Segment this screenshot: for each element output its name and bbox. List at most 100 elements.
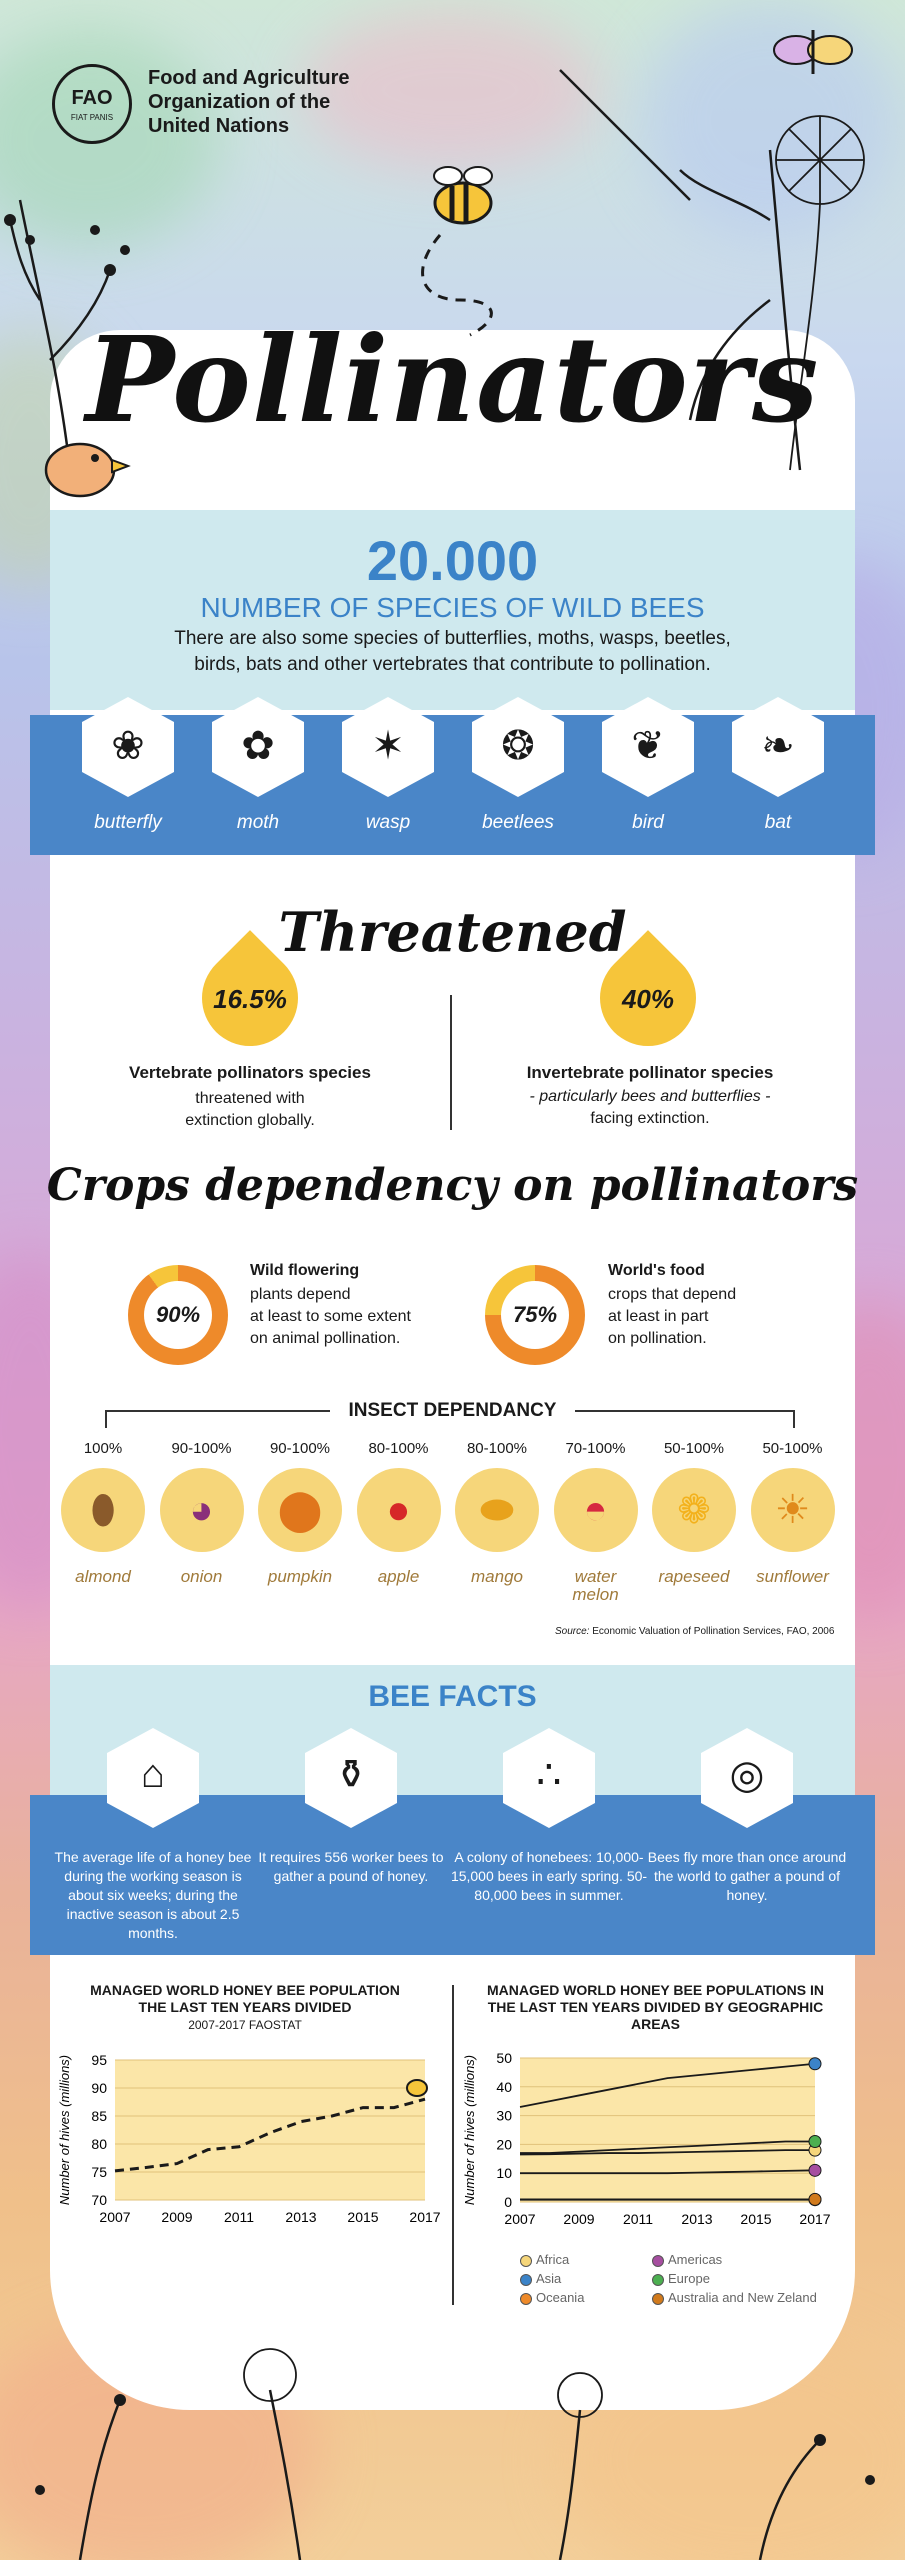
y-tick-label: 80 — [91, 2136, 107, 2152]
crop-dependency-pct: 70-100% — [565, 1440, 626, 1457]
x-tick-label: 2017 — [409, 2209, 440, 2225]
threatened-left-text: threatened with extinction globally. — [185, 1090, 315, 1129]
plot-area — [520, 2058, 815, 2202]
page-title: Pollinators — [85, 310, 820, 449]
crop-dependency-pct: 90-100% — [171, 1440, 232, 1457]
animal-label: bird — [632, 812, 664, 833]
mango-icon: ⬬ — [479, 1488, 515, 1532]
threatened-right-title: Invertebrate pollinator species — [526, 1063, 774, 1082]
source-note: Source: Economic Valuation of Pollinatio… — [555, 1626, 834, 1637]
crops-heading: Crops dependency on pollinators — [46, 1160, 859, 1211]
crop-circle: ⬬ — [455, 1468, 539, 1552]
source-text: Economic Valuation of Pollination Servic… — [592, 1626, 835, 1637]
crop-dependency-pct: 90-100% — [269, 1440, 331, 1457]
plot-area — [115, 2060, 425, 2200]
crop-name: sunflower — [756, 1567, 829, 1586]
threatened-divider — [450, 995, 452, 1130]
animal-hex: ✿ — [212, 697, 304, 797]
crop-circle: ◓ — [553, 1468, 638, 1552]
animal-hex: ❀ — [82, 697, 174, 797]
crop-dependency-pct: 100% — [83, 1440, 123, 1457]
x-tick-label: 2009 — [563, 2211, 594, 2227]
animal-label: bat — [764, 812, 792, 833]
watermelon-icon: ◓ — [583, 1488, 608, 1532]
rapeseed-icon: ❁ — [677, 1488, 711, 1532]
crop-name: pumpkin — [267, 1567, 333, 1586]
animal-hex: ❧ — [732, 697, 824, 797]
fact-text: Bees fly more than once around the world… — [647, 1849, 847, 1903]
crops-right-ring: 75% — [485, 1265, 585, 1365]
bee-illustration — [421, 166, 493, 337]
crop-circle: ◕ — [159, 1468, 244, 1552]
y-tick-label: 20 — [496, 2136, 512, 2152]
legend-label: Oceania — [536, 2290, 585, 2305]
fact-text: It requires 556 worker bees to gather a … — [258, 1849, 444, 1884]
pumpkin-icon: ⬤ — [277, 1488, 323, 1532]
bat-icon: ❧ — [761, 724, 795, 768]
dandelion-illustration — [775, 115, 865, 471]
series-line — [519, 2062, 816, 2108]
bee-facts-heading: BEE FACTS — [368, 1680, 537, 1713]
fact-text: The average life of a honey bee during t… — [54, 1849, 252, 1941]
crops-left-ring: 90% — [128, 1265, 228, 1365]
chart2-title: MANAGED WORLD HONEY BEE POPULATIONS IN T… — [486, 1982, 825, 2032]
crop-circle: ● — [356, 1468, 441, 1552]
legend-swatch — [520, 2274, 532, 2286]
globe-icon: ◎ — [729, 1753, 765, 1797]
animal-label: butterfly — [94, 812, 162, 833]
y-tick-label: 30 — [496, 2108, 512, 2124]
y-tick-label: 85 — [91, 2108, 107, 2124]
butterfly-icon: ❀ — [111, 724, 145, 768]
crop-dependency-pct: 50-100% — [762, 1440, 823, 1457]
threatened-left-title: Vertebrate pollinators species — [129, 1063, 371, 1082]
legend-swatch — [520, 2255, 532, 2267]
cake-icon: ⌂ — [140, 1752, 166, 1796]
wild-bees-number: 20.000 — [366, 529, 539, 592]
fao-logo-motto: FIAT PANIS — [70, 113, 114, 122]
charts-divider — [452, 1985, 454, 2305]
y-tick-label: 70 — [91, 2192, 107, 2208]
series-line — [519, 2149, 815, 2156]
y-tick-label: 0 — [504, 2194, 512, 2210]
x-tick-label: 2017 — [799, 2211, 830, 2227]
crop-dependency-pct: 80-100% — [466, 1440, 528, 1457]
x-tick-label: 2011 — [623, 2211, 653, 2227]
x-tick-label: 2007 — [99, 2209, 130, 2225]
threatened-right-text: facing extinction. — [590, 1110, 710, 1127]
x-tick-label: 2015 — [347, 2209, 378, 2225]
legend-label: Asia — [536, 2271, 562, 2286]
fao-logo-letters: FAO — [71, 87, 113, 109]
source-label: Source: — [555, 1626, 590, 1637]
x-tick-label: 2009 — [161, 2209, 192, 2225]
crops-right-text: crops that depend at least in part on po… — [608, 1286, 737, 1347]
crop-name: almond — [75, 1567, 131, 1586]
chart1-title: MANAGED WORLD HONEY BEE POPULATION THE L… — [90, 1982, 400, 2015]
series-line — [520, 2169, 816, 2175]
moth-icon: ✿ — [241, 724, 275, 768]
legend-swatch — [520, 2293, 532, 2305]
chart1: 70 75 80 85 90 95 2007 2009 2011 2013 2015 2017 Numb… — [57, 2052, 440, 2225]
threatened-right-pct: 40% — [621, 984, 675, 1014]
crops-left-pct: 90% — [144, 1281, 212, 1349]
crops-right-pct: 75% — [501, 1281, 569, 1349]
x-tick-label: 2015 — [740, 2211, 771, 2227]
crops-left-title: Wild flowering — [250, 1262, 360, 1279]
crops-right-title: World's food — [608, 1262, 705, 1279]
crop-dependency-pct: 50-100% — [663, 1440, 725, 1457]
crop-circle: ⬮ — [61, 1468, 145, 1552]
crop-name: water melon — [572, 1567, 619, 1604]
series-end-marker — [808, 2192, 822, 2206]
crop-circle: ⬤ — [258, 1468, 342, 1552]
crop-name: rapeseed — [658, 1567, 730, 1586]
apple-icon: ● — [386, 1488, 411, 1532]
y-tick-label: 40 — [496, 2079, 512, 2095]
threatened-left-pct: 16.5% — [213, 984, 287, 1014]
threatened-right-italic: - particularly bees and butterflies - — [529, 1088, 771, 1105]
bee-facts-blueband — [30, 1795, 875, 1955]
series-end-marker — [808, 2135, 822, 2149]
insect-dependancy-heading: INSECT DEPENDANCY — [330, 1400, 575, 1422]
x-tick-label: 2013 — [285, 2209, 316, 2225]
threatened-heading: Threatened — [278, 900, 627, 964]
wasp-icon: ✶ — [371, 724, 405, 768]
legend-label: Australia and New Zeland — [668, 2290, 817, 2305]
